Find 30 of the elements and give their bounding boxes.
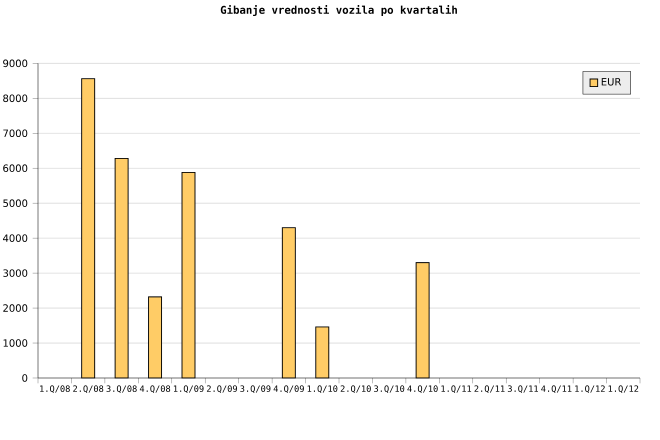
legend-label: EUR [602,78,622,86]
y-tick-label: 3000 [3,269,28,277]
y-tick-label: 4000 [2,234,28,242]
y-tick-label: 5000 [3,199,28,207]
y-tick-label: 0 [22,374,28,382]
x-tick-label: 4.Q/09 [274,385,304,393]
x-tick-label: 1.Q/10 [308,385,338,393]
x-tick-label: 1.Q/09 [174,385,204,393]
x-tick-label: 3.Q/11 [508,385,538,393]
x-tick-label: 4.Q/11 [541,385,572,393]
y-tick-label: 9000 [3,60,28,68]
x-tick-label: 3.Q/09 [240,385,270,393]
x-tick-label: 4.Q/08 [140,385,170,393]
x-tick-label: 2.Q/11 [474,385,505,393]
y-tick-label: 7000 [3,129,28,138]
x-tick-label: 1.Q/12 [575,385,605,393]
x-tick-label: 3.Q/08 [106,385,137,393]
chart-title: Gibanje vrednosti vozila po kvartalih [220,5,457,16]
y-tick-label: 6000 [3,164,28,172]
y-tick-label: 1000 [4,339,28,347]
x-tick-label: 1.Q/11 [441,385,472,393]
x-tick-label: 3.Q/10 [374,385,404,393]
y-tick-label: 2000 [3,304,28,312]
x-tick-label: 1.Q/08 [40,385,70,393]
x-tick-label: 2.Q/08 [73,385,104,393]
x-tick-label: 1.Q/12 [608,385,638,393]
x-tick-label: 4.Q/10 [407,385,438,393]
y-tick-label: 8000 [3,94,28,102]
x-tick-label: 2.Q/10 [340,385,371,393]
x-tick-label: 2.Q/09 [206,385,237,393]
